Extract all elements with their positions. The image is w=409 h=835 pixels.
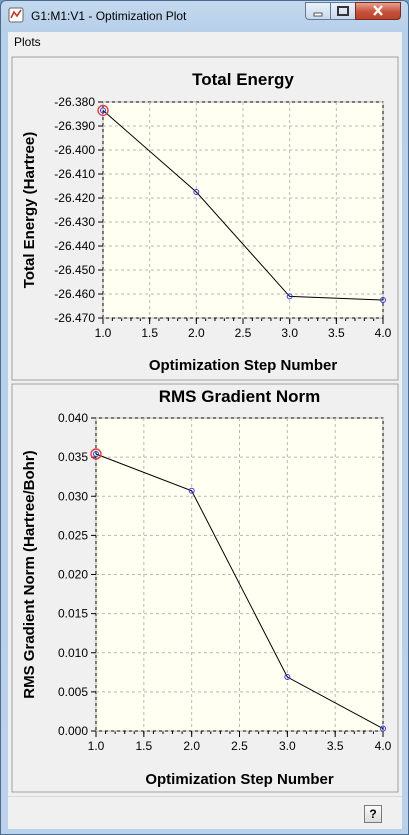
data-point	[284, 674, 291, 681]
y-tick-label: -26.380	[54, 95, 95, 109]
data-point	[380, 725, 386, 732]
y-tick-label: 0.035	[58, 450, 88, 464]
x-tick-label: 3.5	[327, 739, 344, 753]
series-line	[102, 110, 384, 301]
maximize-button[interactable]	[330, 2, 356, 20]
y-axis-label: Total Energy (Hartree)	[21, 132, 38, 288]
chart-title: RMS Gradient Norm	[159, 387, 321, 406]
x-tick-label: 2.0	[188, 326, 205, 340]
window-title: G1:M1:V1 - Optimization Plot	[31, 9, 187, 23]
x-tick-label: 2.0	[183, 739, 200, 753]
y-tick-label: 0.000	[58, 724, 88, 738]
y-tick-label: -26.410	[54, 167, 95, 181]
x-tick-label: 3.0	[281, 326, 298, 340]
x-tick-label: 1.0	[95, 326, 112, 340]
y-tick-label: 0.005	[58, 685, 88, 699]
close-button[interactable]	[355, 2, 401, 20]
y-tick-label: -26.470	[54, 311, 95, 325]
minimize-icon	[313, 12, 323, 17]
plot-area: Total Energy 1.0 1.5 2.0 2.5 3.0 3.5 4.0 -26.380…	[8, 52, 402, 796]
y-tick-label: 0.030	[58, 489, 88, 503]
x-axis-label: Optimization Step Number	[145, 771, 334, 788]
y-tick-label: -26.450	[54, 263, 95, 277]
x-tick-label: 4.0	[375, 739, 392, 753]
x-axis-label: Optimization Step Number	[149, 357, 338, 374]
help-button[interactable]: ?	[364, 805, 382, 823]
y-tick-label: -26.390	[54, 119, 95, 133]
y-tick-label: -26.430	[54, 215, 95, 229]
y-tick-label: -26.420	[54, 191, 95, 205]
maximize-icon	[337, 6, 349, 16]
highlight-marker	[97, 104, 109, 117]
total-energy-chart: Total Energy 1.0 1.5 2.0 2.5 3.0 3.5 4.0 -26.380…	[11, 56, 399, 381]
y-tick-label: 0.025	[58, 528, 88, 542]
y-tick-label: -26.460	[54, 287, 95, 301]
minimize-button[interactable]	[305, 2, 331, 20]
data-point	[93, 450, 99, 457]
x-tick-label: 1.0	[88, 739, 105, 753]
menu-bar: Plots	[8, 32, 402, 53]
series-line	[95, 453, 384, 730]
title-bar[interactable]: G1:M1:V1 - Optimization Plot	[1, 1, 408, 31]
rms-gradient-chart: RMS Gradient Norm 1.0 1.5 2.0 2.5 3.0 3.5 4.0 0.…	[11, 383, 399, 793]
x-tick-label: 2.5	[231, 739, 248, 753]
x-tick-label: 3.5	[328, 326, 345, 340]
highlight-marker	[90, 448, 102, 460]
menu-plots[interactable]: Plots	[14, 35, 41, 49]
y-axis-label: RMS Gradient Norm (Hartree/Bohr)	[21, 450, 38, 698]
data-point	[188, 487, 195, 494]
y-tick-label: -26.400	[54, 143, 95, 157]
x-tick-label: 4.0	[375, 326, 392, 340]
y-tick-label: 0.010	[58, 646, 88, 660]
y-tick-label: 0.015	[58, 607, 88, 621]
data-point	[380, 297, 386, 303]
x-tick-label: 1.5	[141, 326, 158, 340]
close-icon	[373, 5, 383, 16]
y-tick-label: 0.020	[58, 568, 88, 582]
gaussview-app-icon	[8, 7, 24, 23]
x-tick-label: 2.5	[235, 326, 252, 340]
y-tick-label: -26.440	[54, 239, 95, 253]
status-bar: ?	[8, 796, 402, 829]
chart-title: Total Energy	[192, 70, 294, 89]
data-point	[286, 293, 293, 300]
x-tick-label: 1.5	[135, 739, 152, 753]
data-point	[100, 107, 106, 114]
data-point	[193, 189, 200, 195]
x-tick-label: 3.0	[279, 739, 296, 753]
y-tick-label: 0.040	[58, 411, 88, 425]
